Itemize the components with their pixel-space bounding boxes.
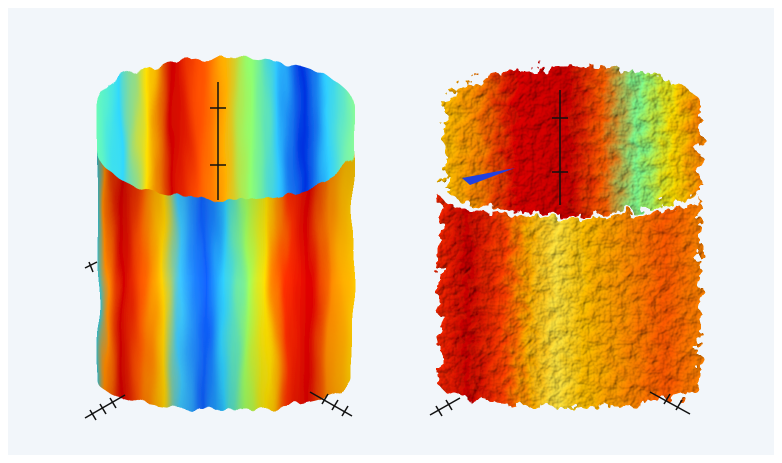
left-cylinder [84,58,353,421]
outer-wall [440,195,700,407]
shading [97,150,353,410]
axes [429,90,691,417]
inner-wall [445,66,700,215]
right-cylinder [429,66,700,417]
inner-wall [97,58,353,205]
inner-streak [462,168,515,185]
axes [84,82,353,421]
